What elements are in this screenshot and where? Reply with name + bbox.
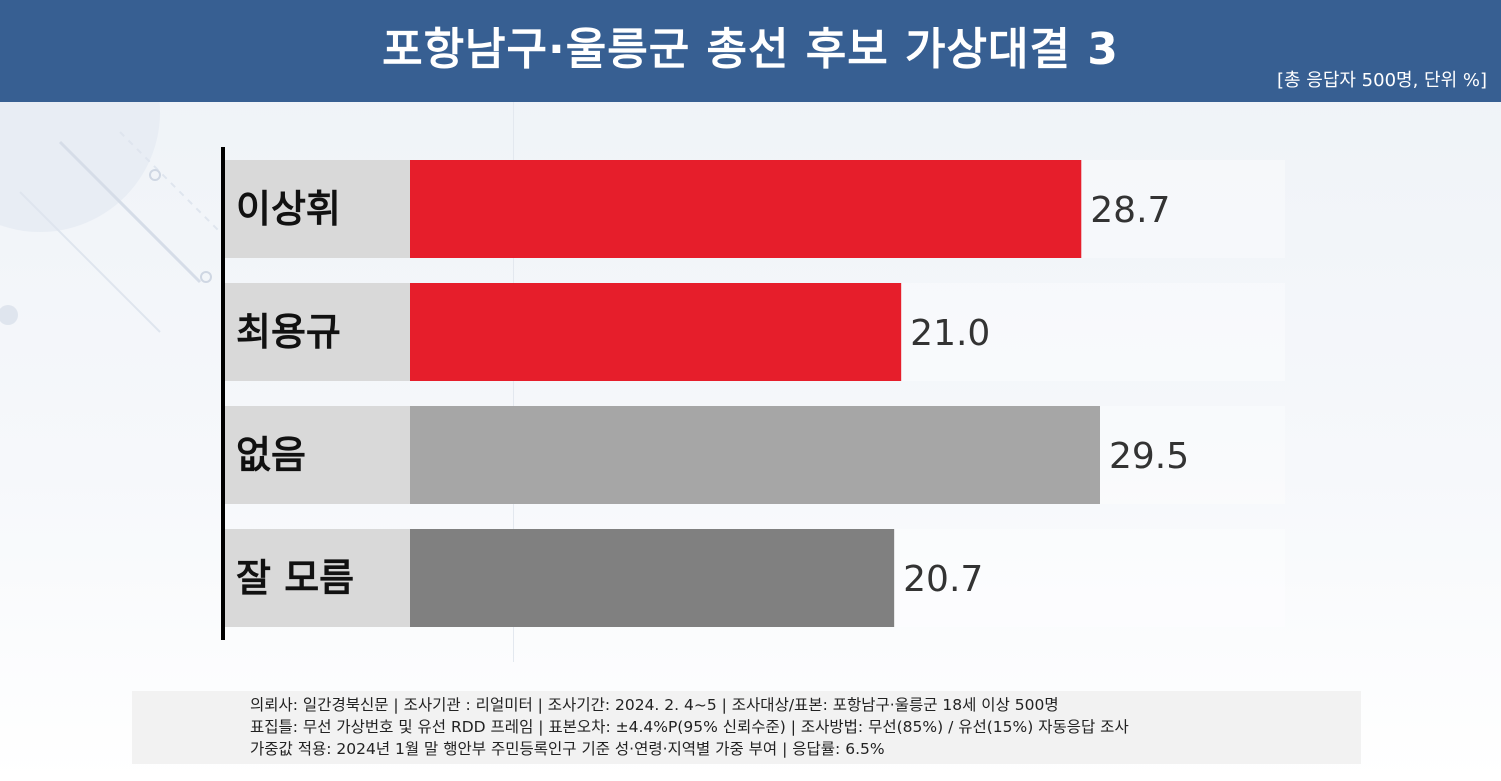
header-bar: 포항남구·울릉군 총선 후보 가상대결 3 [총 응답자 500명, 단위 %] — [0, 0, 1501, 102]
value-label-3: 20.7 — [903, 559, 983, 600]
category-label-2: 없음 — [236, 433, 306, 477]
bar-2 — [410, 406, 1100, 504]
category-label-1: 최용규 — [236, 310, 341, 354]
notes-line-3: 가중값 적용: 2024년 1월 말 행안부 주민등록인구 기준 성·연령·지역… — [250, 740, 885, 758]
category-label-bg-1 — [225, 283, 410, 381]
bar-0 — [410, 160, 1082, 258]
bars-layer: 이상휘 28.7 최용규 21.0 없음 29.5 잘 모름 20.7 — [225, 160, 1285, 627]
value-label-2: 29.5 — [1109, 436, 1189, 477]
category-label-bg-3 — [225, 529, 410, 627]
notes-line-2: 표집틀: 무선 가상번호 및 유선 RDD 프레임 | 표본오차: ±4.4%P… — [250, 718, 1129, 736]
notes-line-1: 의뢰사: 일간경북신문 | 조사기관 : 리얼미터 | 조사기간: 2024. … — [250, 696, 1059, 714]
value-label-0: 28.7 — [1090, 190, 1170, 231]
value-label-1: 21.0 — [910, 313, 990, 354]
background-divider — [513, 102, 514, 662]
page-title: 포항남구·울릉군 총선 후보 가상대결 3 — [382, 24, 1119, 75]
category-label-bg-0 — [225, 160, 410, 258]
background-decoration — [0, 102, 241, 333]
unit-note: [총 응답자 500명, 단위 %] — [1276, 70, 1487, 91]
bar-1 — [410, 283, 902, 381]
category-label-3: 잘 모름 — [236, 556, 354, 600]
bar-chart: 이상휘 28.7 최용규 21.0 없음 29.5 잘 모름 20.7 — [221, 147, 1285, 640]
survey-notes: 의뢰사: 일간경북신문 | 조사기관 : 리얼미터 | 조사기간: 2024. … — [132, 691, 1361, 764]
category-label-bg-2 — [225, 406, 410, 504]
bar-3 — [410, 529, 895, 627]
category-label-0: 이상휘 — [236, 187, 341, 231]
